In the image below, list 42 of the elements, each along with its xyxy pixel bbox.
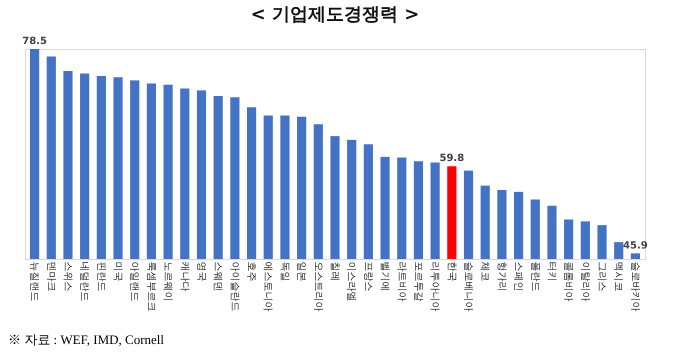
x-tick-label: 뉴질랜드 bbox=[28, 262, 40, 302]
x-tick-label: 이스라엘 bbox=[346, 262, 357, 302]
x-tick-label: 미국 bbox=[112, 262, 124, 282]
x-tick-label: 노르웨이 bbox=[162, 262, 174, 302]
data-label: 45.9 bbox=[623, 240, 648, 252]
x-tick-label: 슬로베니아 bbox=[462, 262, 474, 312]
x-tick-label: 한국 bbox=[446, 262, 457, 282]
text: ※ 자료 : WEF, IMD, Cornell bbox=[8, 331, 164, 349]
x-tick-label: 라트비아 bbox=[396, 262, 407, 302]
x-tick-label: 룩셈부르크 bbox=[145, 262, 156, 312]
x-tick-label: 에스토니아 bbox=[262, 262, 274, 312]
x-tick-label: 이탈리아 bbox=[579, 262, 590, 302]
x-tick-label: 아일랜드 bbox=[128, 262, 140, 302]
chart-title: < 기업제도경쟁력 > bbox=[250, 4, 420, 25]
x-tick-label: 터키 bbox=[546, 262, 557, 282]
x-tick-label: 콜롬비아 bbox=[562, 262, 574, 302]
x-tick-label: 덴마크 bbox=[45, 262, 56, 292]
x-tick-label: 체코 bbox=[479, 262, 490, 282]
x-tick-label: 호주 bbox=[246, 262, 257, 282]
x-tick-label: 멕시코 bbox=[612, 262, 624, 292]
data-label: 59.8 bbox=[439, 153, 464, 164]
x-tick-label: 리투아니아 bbox=[429, 262, 440, 312]
x-tick-label: 벨기에 bbox=[379, 262, 390, 292]
x-tick-label: 아이슬란드 bbox=[228, 262, 240, 312]
x-tick-label: 핀란드 bbox=[95, 262, 106, 292]
x-tick-label: 캐나다 bbox=[178, 262, 190, 292]
x-tick-label: 프랑스 bbox=[362, 262, 374, 292]
x-tick-label: 독일 bbox=[278, 262, 290, 282]
data-label: 78.5 bbox=[22, 36, 47, 47]
x-tick-label: 영국 bbox=[195, 262, 206, 282]
x-tick-label: 일본 bbox=[296, 262, 307, 282]
x-tick-label: 스페인 bbox=[512, 262, 524, 292]
x-tick-label: 슬로바키아 bbox=[629, 262, 640, 312]
x-tick-label: 폴란드 bbox=[529, 262, 540, 292]
x-tick-label: 칠레 bbox=[329, 262, 340, 282]
x-tick-label: 스위스 bbox=[62, 262, 73, 292]
x-tick-label: 헝가리 bbox=[496, 262, 507, 292]
x-tick-label: 오스트리아 bbox=[312, 262, 324, 312]
x-tick-label: 네덜란드 bbox=[78, 262, 90, 302]
x-tick-label: 그리스 bbox=[596, 262, 608, 292]
x-tick-label: 포르투갈 bbox=[412, 262, 424, 302]
x-tick-label: 스웨덴 bbox=[212, 262, 224, 292]
